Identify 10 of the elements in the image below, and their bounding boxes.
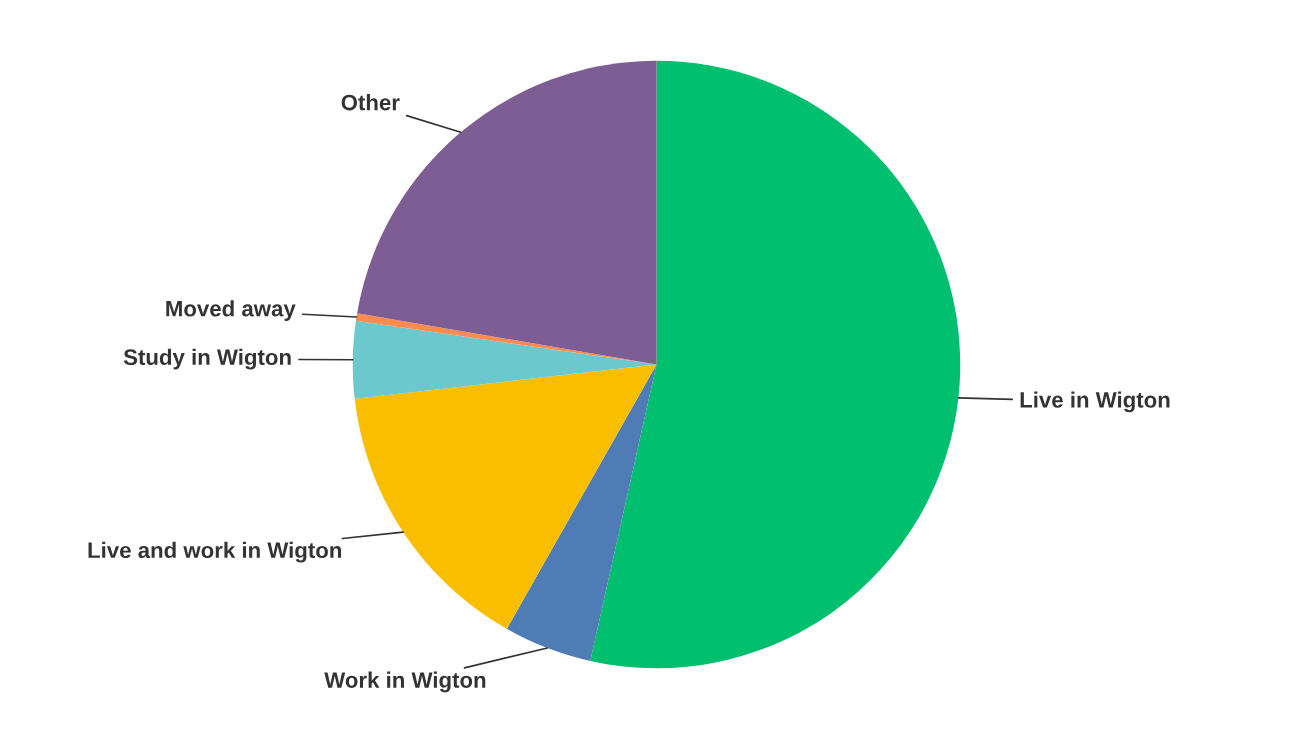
pie-slice	[352, 320, 657, 399]
slice-label: Work in Wigton	[324, 671, 486, 693]
pie-slice	[506, 364, 657, 661]
pie-slice	[590, 60, 961, 669]
slice-label: Other	[341, 94, 400, 111]
slice-label: Study in Wigton	[123, 348, 291, 370]
slice-label: Live and work in Wigton	[88, 541, 342, 563]
pie-slice	[354, 364, 657, 629]
slice-label: Moved away	[166, 300, 296, 321]
slice-label: Live in Wigton	[1020, 391, 1170, 413]
